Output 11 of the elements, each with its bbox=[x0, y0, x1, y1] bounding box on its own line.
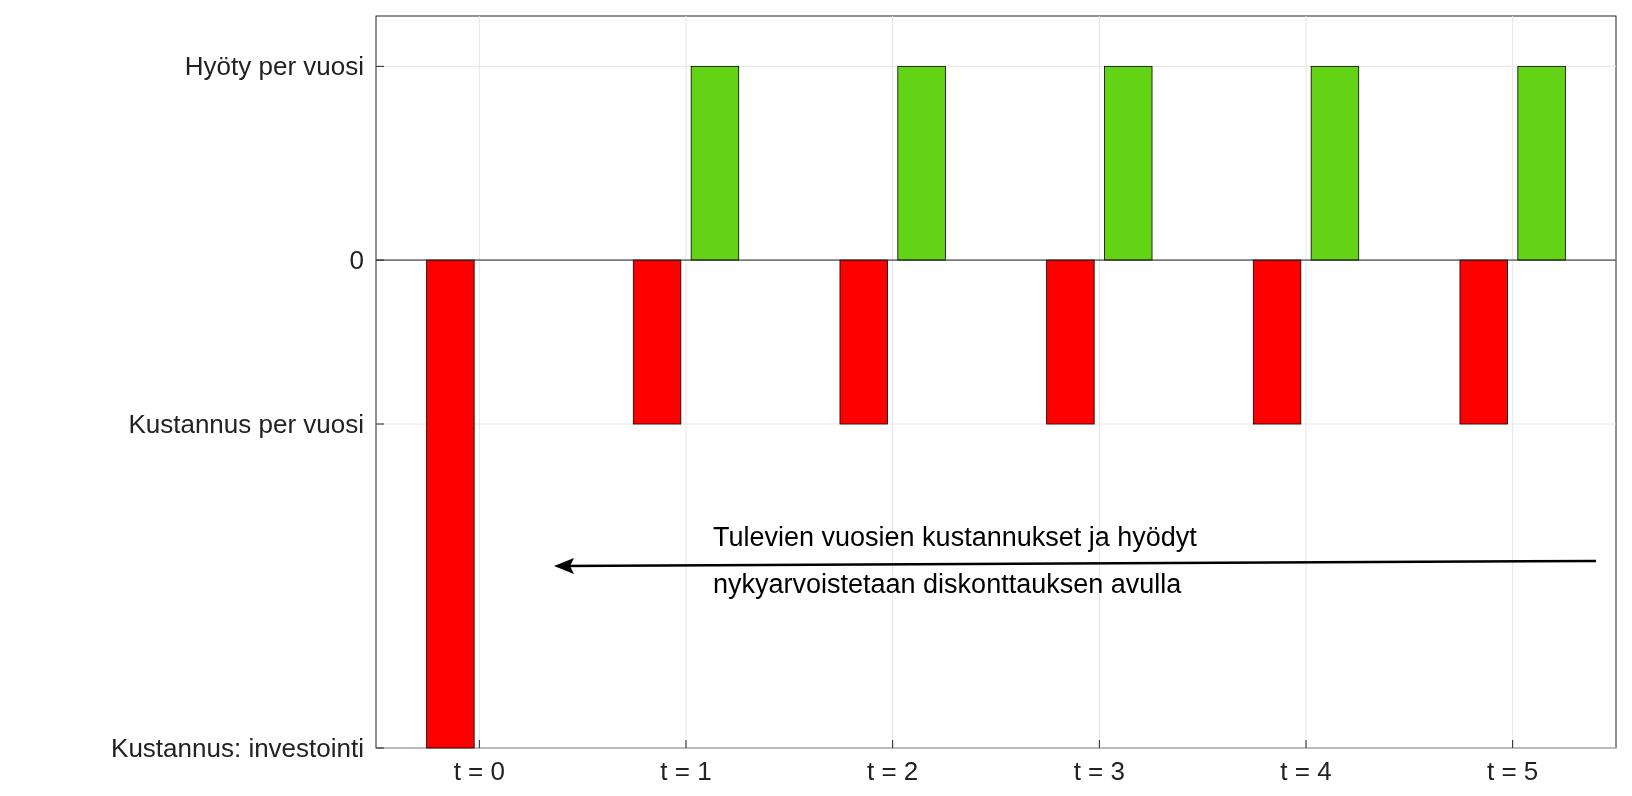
x-tick-label: t = 1 bbox=[660, 756, 712, 786]
ref-line-label: 0 bbox=[349, 245, 364, 276]
annotation: Tulevien vuosien kustannukset ja hyödyt nykyarvoistetaan diskonttauksen avulla bbox=[713, 522, 1198, 599]
x-tick-label: t = 5 bbox=[1487, 756, 1539, 786]
x-tick-label: t = 0 bbox=[453, 756, 505, 786]
x-tick-label: t = 3 bbox=[1073, 756, 1125, 786]
x-tick-label: t = 4 bbox=[1280, 756, 1332, 786]
ref-line-label: Kustannus: investointi bbox=[111, 733, 364, 764]
ref-line-label: Hyöty per vuosi bbox=[184, 51, 364, 82]
ref-line-label: Kustannus per vuosi bbox=[128, 409, 364, 440]
x-tick-label: t = 2 bbox=[867, 756, 919, 786]
